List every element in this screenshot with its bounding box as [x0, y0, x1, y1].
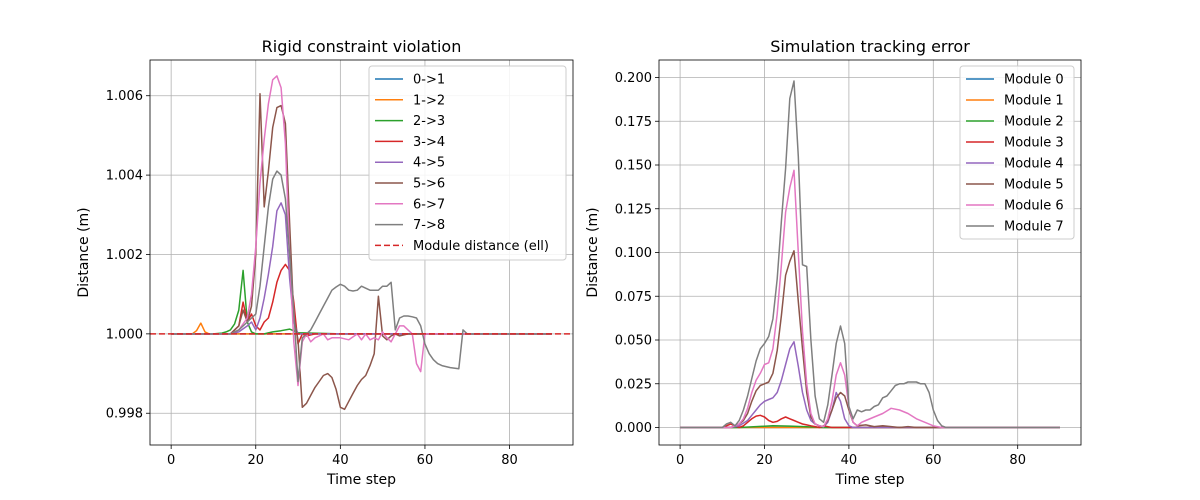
series-group: [680, 80, 1060, 429]
series-line-module-5: [680, 250, 1060, 429]
series-line-module-4: [680, 341, 1060, 429]
series-line-module-7: [680, 80, 1060, 429]
x-tick-label: 80: [501, 453, 518, 468]
legend-box: [368, 65, 567, 261]
series-line-7-8: [171, 170, 552, 383]
legend-label: Module 5: [1004, 178, 1064, 193]
subplot-1: 0 20 40 60 80 0.998 1.000 1.002 1.004 1.006 Rigid …: [76, 37, 574, 488]
x-axis-label: Time step: [835, 472, 905, 488]
y-tick-label: 0.050: [615, 334, 652, 349]
series-line-module-3: [680, 414, 1060, 429]
x-tick-label: 40: [332, 453, 349, 468]
x-tick-label: 60: [417, 453, 434, 468]
legend-label: Module 3: [1004, 136, 1064, 151]
y-tick-label: 1.002: [106, 248, 143, 263]
series-line-2-3: [171, 269, 552, 335]
legend-label: 7->8: [413, 218, 445, 233]
legend-label: Module 6: [1004, 199, 1064, 214]
legend-label: 6->7: [413, 197, 445, 212]
legend-label: Module distance (ell): [413, 239, 549, 254]
y-tick-label: 0.100: [615, 246, 652, 261]
legend-label: 4->5: [413, 156, 445, 171]
legend-label: 3->4: [413, 135, 445, 150]
y-axis-label: Distance (m): [585, 207, 601, 297]
y-tick-label: 0.025: [615, 377, 652, 392]
series-line-6-7: [171, 75, 552, 387]
legend-label: Module 7: [1004, 220, 1064, 235]
legend-label: Module 0: [1004, 73, 1064, 88]
series-line-1-2: [171, 322, 552, 335]
legend-label: 5->6: [413, 177, 445, 192]
x-tick-label: 40: [841, 453, 858, 468]
x-tick-label: 20: [247, 453, 264, 468]
chart-title: Rigid constraint violation: [262, 37, 462, 56]
x-tick-label: 0: [167, 453, 175, 468]
y-tick-label: 0.998: [106, 407, 143, 422]
series-group: [150, 75, 573, 411]
y-tick-label: 1.000: [106, 327, 143, 342]
legend-label: 1->2: [413, 93, 445, 108]
legend-label: Module 1: [1004, 94, 1064, 109]
legend-label: 0->1: [413, 73, 445, 88]
x-tick-label: 20: [756, 453, 773, 468]
y-tick-label: 1.006: [106, 89, 143, 104]
x-tick-label: 80: [1009, 453, 1026, 468]
y-axis-label: Distance (m): [76, 207, 92, 297]
x-axis-label: Time step: [326, 472, 396, 488]
y-tick-label: 0.175: [615, 115, 652, 130]
legend: Module 0 Module 1 Module 2 Module 3 Module 4…: [959, 65, 1075, 240]
x-tick-label: 60: [925, 453, 942, 468]
legend-box: [959, 65, 1075, 240]
series-line-module-6: [680, 169, 1060, 429]
y-tick-label: 1.004: [106, 169, 143, 184]
x-tick-label: 0: [676, 453, 684, 468]
y-tick-label: 0.150: [615, 159, 652, 174]
legend-label: Module 2: [1004, 115, 1064, 130]
y-tick-label: 0.125: [615, 202, 652, 217]
series-line-3-4: [171, 263, 552, 345]
y-tick-label: 0.000: [615, 421, 652, 436]
y-tick-label: 0.075: [615, 290, 652, 305]
y-tick-label: 0.200: [615, 71, 652, 86]
legend: 0->1 1->2 2->3 3->4 4->5 5->6 6->7 7->8 Module d…: [368, 65, 567, 261]
axes-frame: [149, 59, 574, 446]
series-line-5-6: [171, 92, 552, 411]
legend-label: 2->3: [413, 114, 445, 129]
chart-title: Simulation tracking error: [770, 37, 970, 56]
legend-label: Module 4: [1004, 157, 1064, 172]
subplot-2: 0 20 40 60 80 0.000 0.025 0.050 0.075 0.100 0.125 0…: [585, 37, 1082, 488]
